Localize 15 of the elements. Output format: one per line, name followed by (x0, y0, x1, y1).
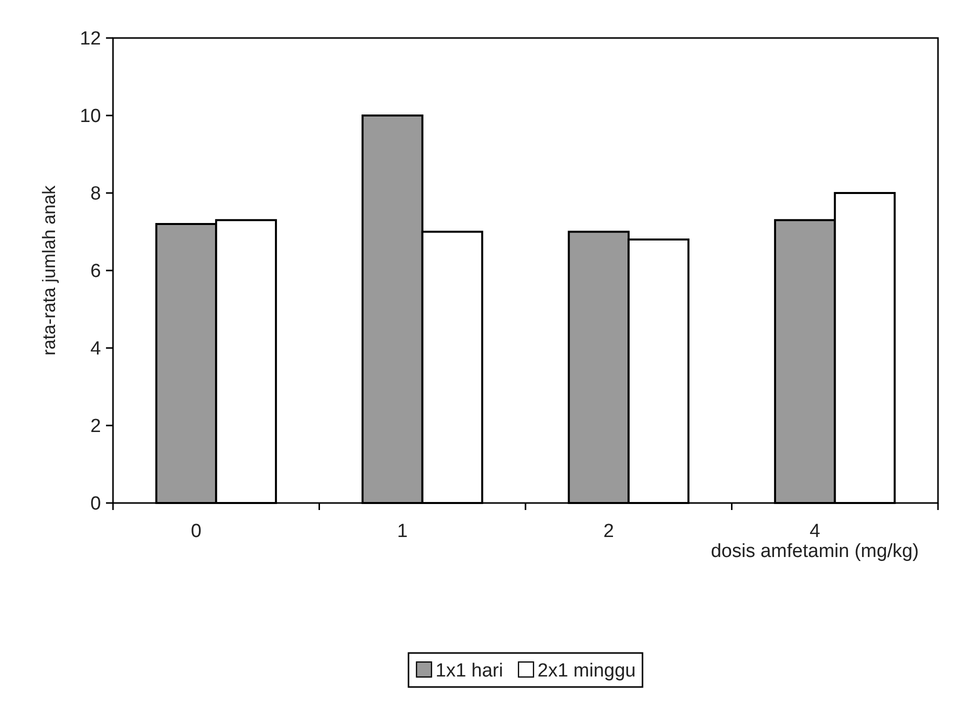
x-tick-label: 4 (810, 521, 821, 542)
y-tick-label: 0 (90, 494, 101, 515)
legend-label: 1x1 hari (436, 660, 504, 682)
y-tick-label: 6 (90, 261, 101, 282)
x-tick-label: 1 (397, 521, 408, 542)
x-tick-label: 0 (190, 521, 202, 542)
y-tick-label: 12 (80, 28, 101, 50)
y-axis-title: rata-rata jumlah anak (39, 184, 59, 356)
y-tick-label: 10 (80, 106, 101, 128)
y-tick-label: 4 (90, 338, 102, 360)
legend-label: 2x1 minggu (538, 660, 636, 682)
y-tick-label: 8 (90, 184, 101, 205)
y-tick-label: 2 (90, 416, 101, 438)
x-tick-label: 2 (603, 521, 614, 542)
x-axis-title: dosis amfetamin (mg/kg) (710, 541, 919, 562)
